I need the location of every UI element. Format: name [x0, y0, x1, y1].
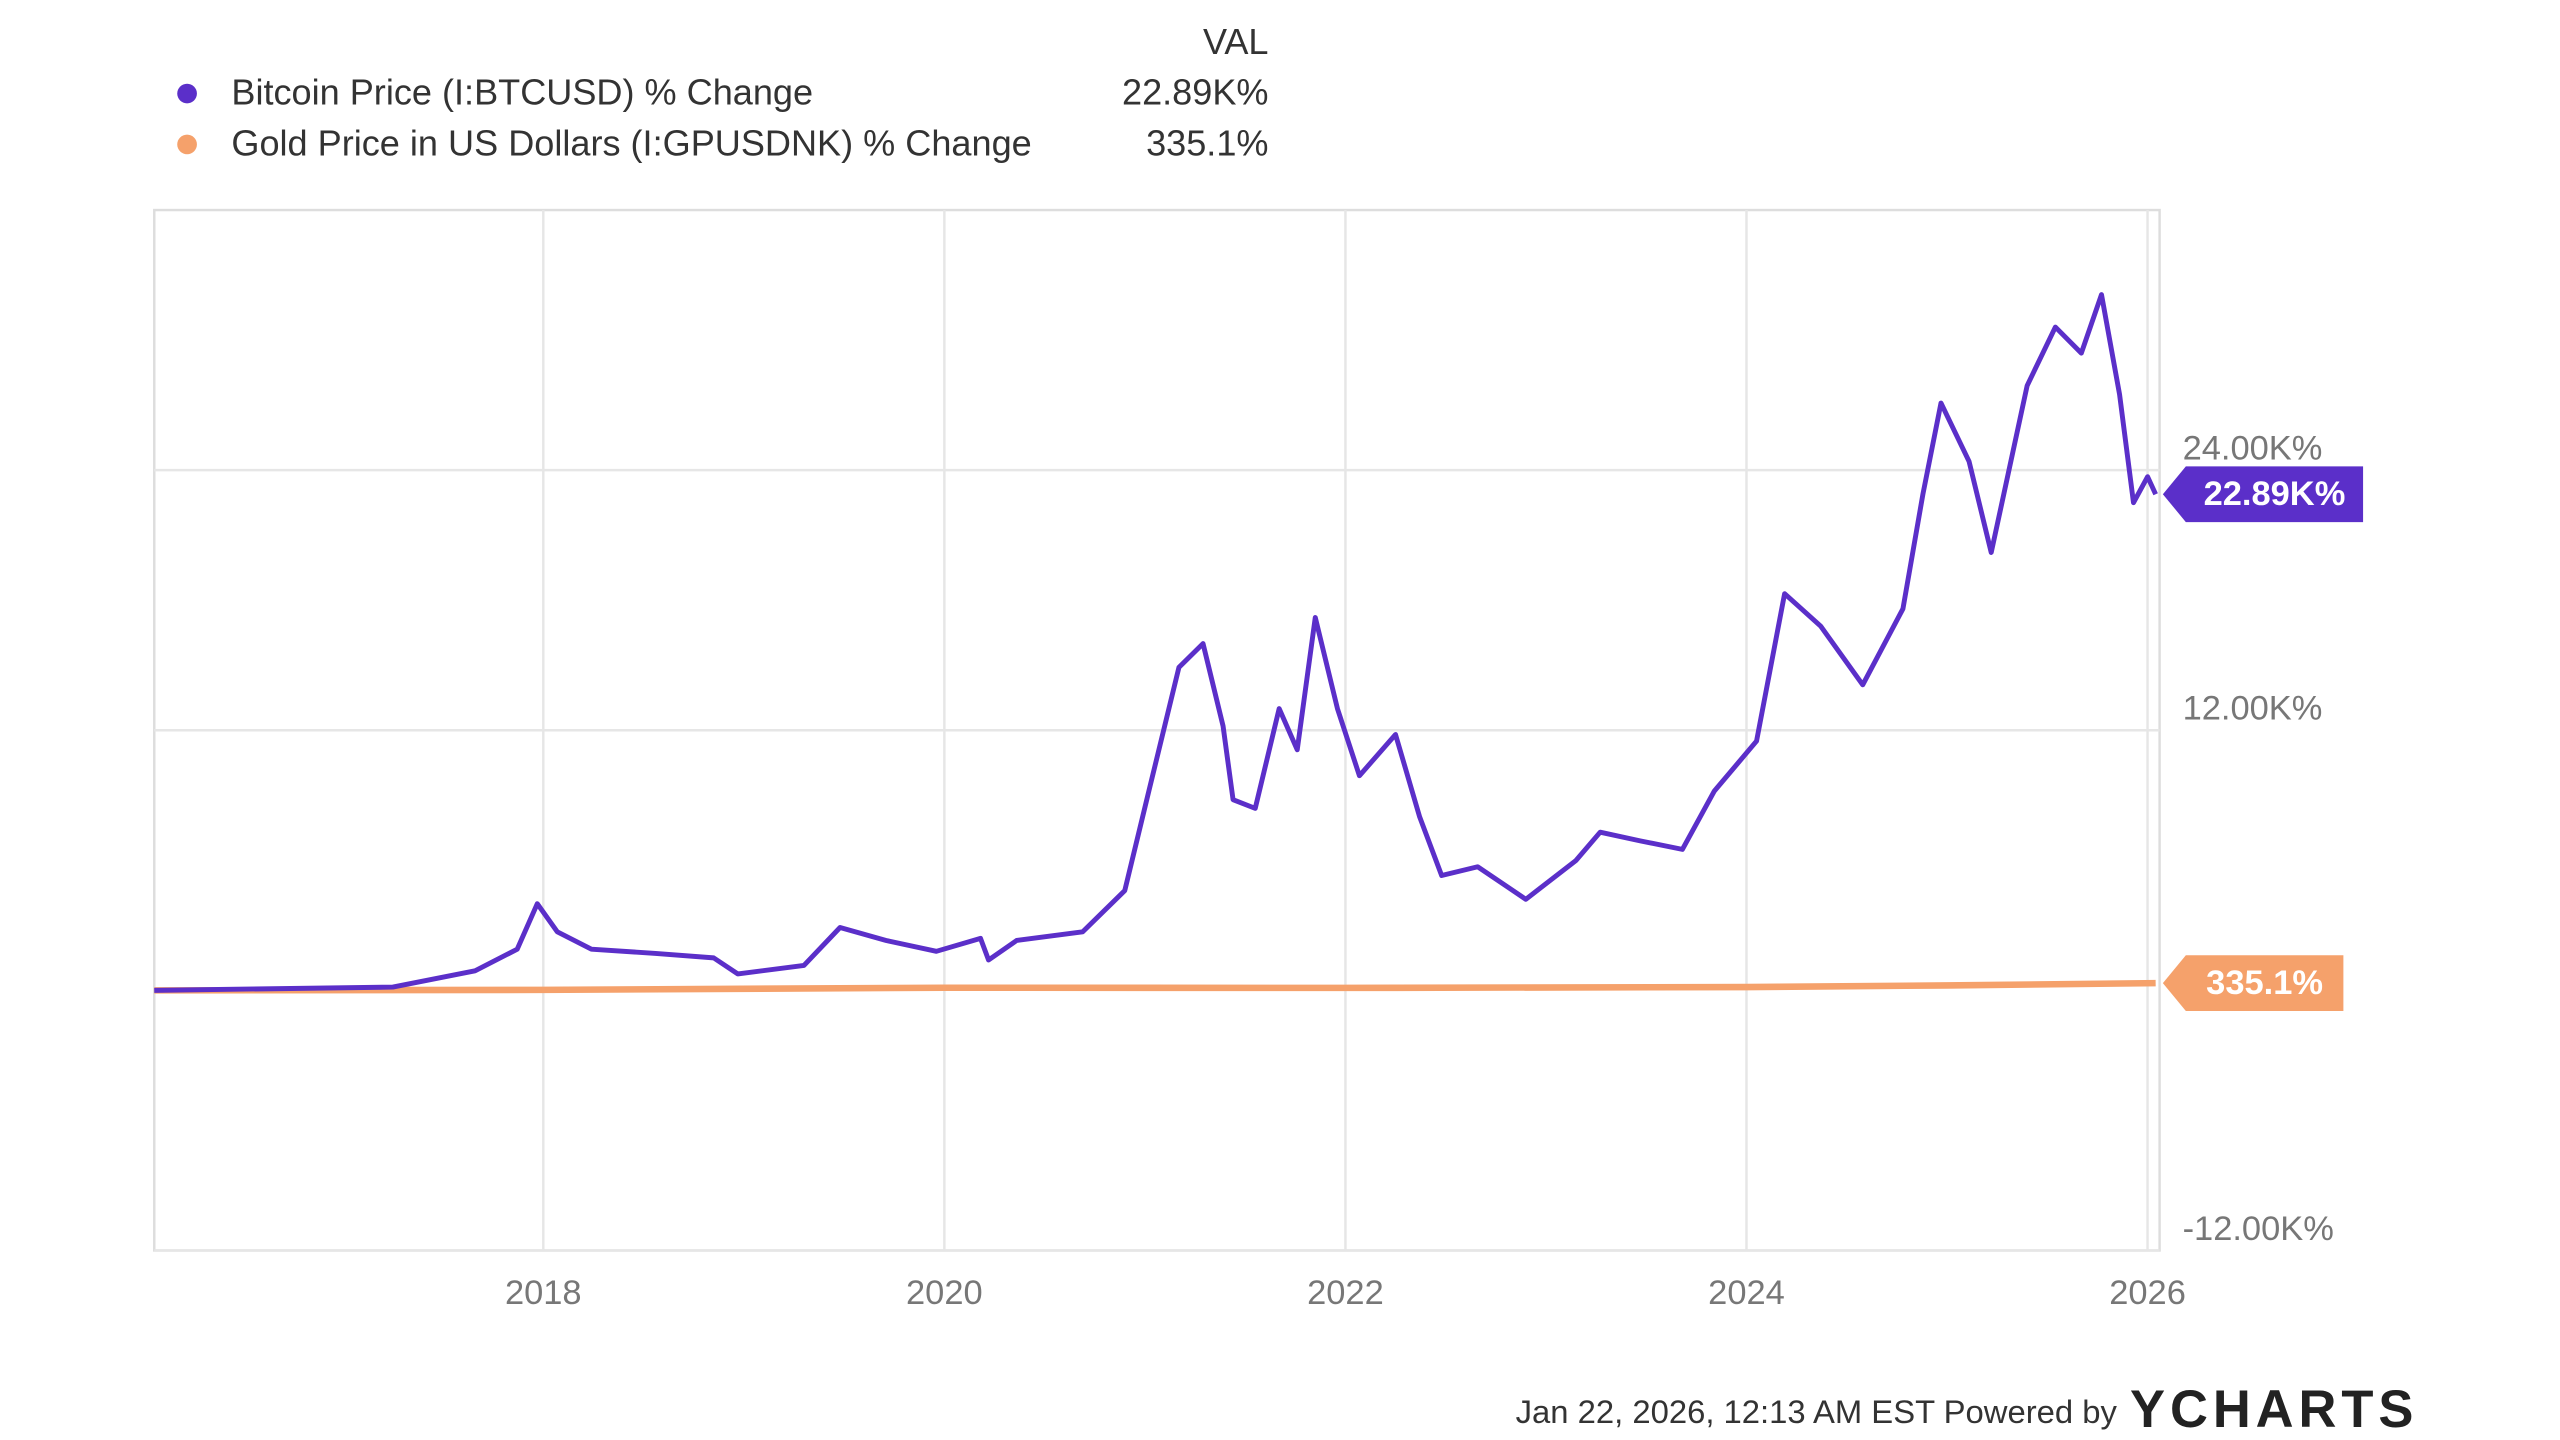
series-line [154, 979, 2156, 994]
legend-value: 335.1% [1146, 123, 1268, 164]
y-tick-label: 12.00K% [2183, 690, 2323, 728]
end-value-tag [2162, 466, 2364, 523]
x-tick-label: 2018 [505, 1274, 582, 1312]
legend-label: Bitcoin Price (I:BTCUSD) % Change [231, 72, 813, 113]
x-tick-label: 2026 [2109, 1274, 2186, 1312]
footer: Jan 22, 2026, 12:13 AM EST Powered by [1516, 1393, 2118, 1430]
legend-label: Gold Price in US Dollars (I:GPUSDNK) % C… [231, 123, 1031, 164]
end-value-label: 335.1% [2206, 964, 2323, 1002]
y-tick-label: -12.00K% [2183, 1210, 2334, 1248]
series-line [154, 292, 2158, 993]
end-value-tag [2162, 955, 2344, 1011]
legend-header: VAL [1203, 21, 1269, 62]
end-value-label: 22.89K% [2204, 475, 2346, 513]
y-tick-label: 24.00K% [2183, 430, 2323, 468]
legend-marker [177, 83, 197, 104]
legend-marker [177, 134, 197, 155]
x-tick-label: 2024 [1708, 1274, 1785, 1312]
legend-value: 22.89K% [1122, 72, 1269, 113]
brand-logo: YCHARTS [2130, 1380, 2418, 1439]
x-tick-label: 2022 [1307, 1274, 1384, 1312]
x-tick-label: 2020 [906, 1274, 983, 1312]
